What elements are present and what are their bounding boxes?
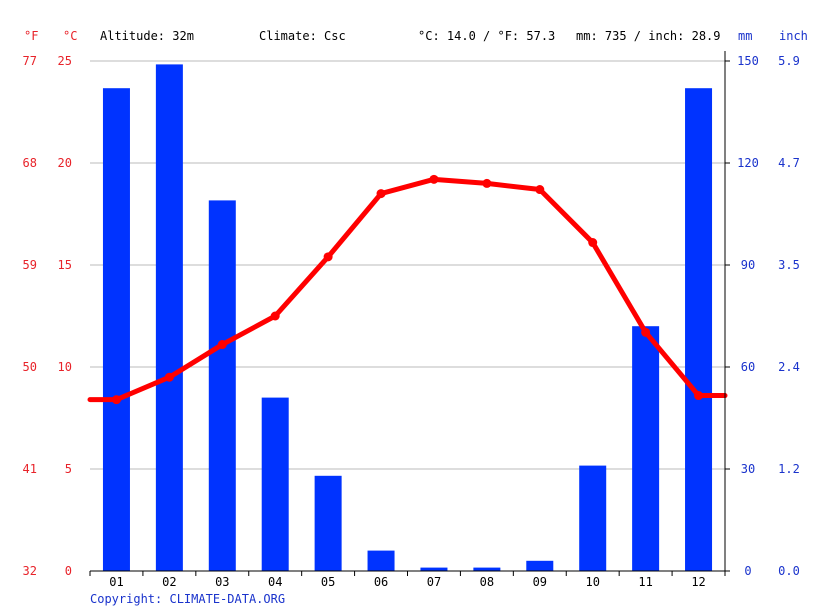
x-tick-label: 11 xyxy=(638,575,652,589)
average-temperature-label: °C: 14.0 / °F: 57.3 xyxy=(418,29,555,43)
y-left-celsius-tick-label: 20 xyxy=(58,156,72,170)
x-tick-label: 10 xyxy=(585,575,599,589)
climate-label: Climate: Csc xyxy=(259,29,346,43)
x-tick-label: 08 xyxy=(480,575,494,589)
y-left-fahrenheit-tick-label: 77 xyxy=(23,54,37,68)
precipitation-bar xyxy=(526,560,554,571)
precipitation-bar xyxy=(685,88,713,571)
x-tick-label: 07 xyxy=(427,575,441,589)
temperature-point xyxy=(323,252,333,262)
y-right-mm-tick-label: 60 xyxy=(741,360,755,374)
y-right-mm-tick-label: 90 xyxy=(741,258,755,272)
x-tick-label: 09 xyxy=(533,575,547,589)
y-right-inch-tick-label: 1.2 xyxy=(778,462,800,476)
precipitation-bar xyxy=(579,465,607,571)
y-left-celsius-tick-label: 15 xyxy=(58,258,72,272)
y-left-fahrenheit-tick-label: 32 xyxy=(23,564,37,578)
precipitation-bar xyxy=(420,567,448,571)
x-tick-label: 03 xyxy=(215,575,229,589)
grid-lines xyxy=(90,60,725,470)
precipitation-bar xyxy=(632,326,660,571)
precipitation-bar xyxy=(314,475,342,571)
y-left-celsius-tick-label: 25 xyxy=(58,54,72,68)
y-right-inch-tick-label: 0.0 xyxy=(778,564,800,578)
temperature-point xyxy=(588,238,598,248)
temperature-point xyxy=(429,174,439,184)
precipitation-bar xyxy=(208,200,236,571)
y-left-celsius-tick-label: 0 xyxy=(65,564,72,578)
chart-header: °F °C Altitude: 32m Climate: Csc °C: 14.… xyxy=(24,29,808,43)
y-right-inch-tick-label: 2.4 xyxy=(778,360,800,374)
y-left-celsius-tick-label: 5 xyxy=(65,462,72,476)
y-right-mm-tick-label: 150 xyxy=(737,54,759,68)
precipitation-bar xyxy=(102,88,130,571)
precipitation-bar xyxy=(367,550,395,571)
precipitation-total-label: mm: 735 / inch: 28.9 xyxy=(576,29,721,43)
y-left-fahrenheit-tick-label: 68 xyxy=(23,156,37,170)
y-right-inch-tick-label: 4.7 xyxy=(778,156,800,170)
x-tick-label: 05 xyxy=(321,575,335,589)
precipitation-bar xyxy=(261,397,289,571)
unit-celsius-label: °C xyxy=(63,29,77,43)
temperature-point xyxy=(270,311,280,321)
axes: 01 02 03 04 05 06 07 08 09 10 11 120325411050155920… xyxy=(23,51,800,589)
x-tick-label: 01 xyxy=(109,575,123,589)
y-left-celsius-tick-label: 10 xyxy=(58,360,72,374)
y-right-inch-tick-label: 3.5 xyxy=(778,258,800,272)
precipitation-bar xyxy=(155,64,183,572)
unit-fahrenheit-label: °F xyxy=(24,29,38,43)
y-left-fahrenheit-tick-label: 59 xyxy=(23,258,37,272)
altitude-label: Altitude: 32m xyxy=(100,29,194,43)
temperature-point xyxy=(482,178,492,188)
y-right-mm-tick-label: 0 xyxy=(744,564,751,578)
temperature-point xyxy=(217,340,227,350)
x-tick-label: 04 xyxy=(268,575,282,589)
temperature-point xyxy=(111,395,121,405)
y-right-mm-tick-label: 30 xyxy=(741,462,755,476)
temperature-point xyxy=(376,189,386,199)
temperature-line xyxy=(87,174,728,405)
precipitation-bar xyxy=(473,567,501,571)
unit-inch-label: inch xyxy=(779,29,808,43)
x-tick-label: 06 xyxy=(374,575,388,589)
temperature-line-path xyxy=(87,176,728,403)
y-left-fahrenheit-tick-label: 50 xyxy=(23,360,37,374)
x-tick-label: 02 xyxy=(162,575,176,589)
unit-mm-label: mm xyxy=(738,29,752,43)
temperature-point xyxy=(641,327,651,337)
temperature-point xyxy=(694,391,704,401)
x-tick-label: 12 xyxy=(691,575,705,589)
precipitation-bars xyxy=(102,64,713,572)
temperature-point xyxy=(164,372,174,382)
y-right-mm-tick-label: 120 xyxy=(737,156,759,170)
y-right-inch-tick-label: 5.9 xyxy=(778,54,800,68)
y-left-fahrenheit-tick-label: 41 xyxy=(23,462,37,476)
copyright-link[interactable]: Copyright: CLIMATE-DATA.ORG xyxy=(90,592,286,606)
temperature-point xyxy=(535,185,545,195)
